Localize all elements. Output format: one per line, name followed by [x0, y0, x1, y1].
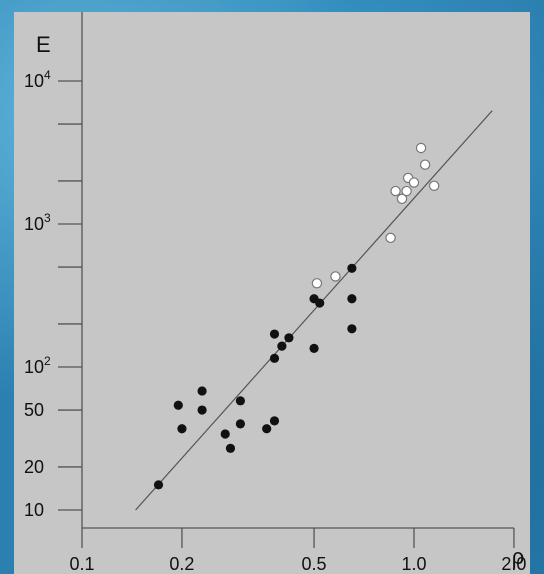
filled-point: [220, 429, 230, 439]
open-point: [408, 177, 420, 188]
filled-point: [347, 324, 357, 334]
filled-point: [269, 353, 280, 363]
filled-point: [315, 298, 325, 308]
filled-point: [269, 329, 280, 339]
fit-line: [135, 110, 493, 511]
open-point: [401, 185, 412, 197]
filled-point: [235, 396, 246, 406]
x-tick-label: 0.2: [169, 554, 194, 574]
filled-point: [177, 424, 187, 434]
filled-point: [173, 400, 183, 410]
y-tick-label: 104: [24, 68, 51, 91]
filled-point: [225, 443, 236, 453]
data-points: [153, 142, 440, 490]
filled-point: [153, 480, 164, 490]
x-tick-label: 2.0: [501, 554, 526, 574]
y-tick-label: 20: [24, 457, 44, 477]
open-point: [428, 180, 440, 191]
filled-point: [309, 343, 319, 353]
open-point: [390, 185, 401, 197]
x-axis-title: ρ: [512, 544, 525, 569]
y-axis-title: E: [36, 32, 51, 57]
filled-point: [284, 333, 294, 343]
open-point: [385, 232, 396, 244]
y-tick-label: 50: [24, 400, 44, 420]
y-tick-exponent: 4: [44, 68, 51, 82]
filled-point: [347, 294, 357, 304]
x-tick-label: 0.1: [69, 554, 94, 574]
open-point: [419, 159, 431, 170]
axes: [58, 12, 515, 548]
filled-point: [235, 419, 246, 429]
y-tick-label: 10: [24, 500, 44, 520]
y-tick-exponent: 3: [44, 211, 51, 225]
filled-point: [347, 263, 357, 273]
open-point: [311, 278, 323, 289]
scatter-chart: 10 20 50 102 103 104 0.1 0.2 0.5 1.0 2.0 Eρ: [24, 12, 526, 574]
y-tick-label: 103: [24, 211, 51, 234]
open-point: [415, 142, 427, 154]
y-tick-exponent: 2: [44, 354, 51, 368]
filled-point: [277, 341, 287, 351]
open-point: [330, 271, 341, 282]
axis-labels: 10 20 50 102 103 104 0.1 0.2 0.5 1.0 2.0 Eρ: [24, 32, 526, 574]
x-tick-label: 1.0: [401, 554, 426, 574]
filled-point: [269, 416, 280, 426]
filled-point: [197, 405, 207, 415]
y-tick-label: 102: [24, 354, 51, 377]
filled-point: [262, 424, 272, 434]
open-point: [396, 193, 408, 205]
filled-point: [197, 386, 207, 396]
fit-line-group: [135, 110, 493, 511]
x-tick-label: 0.5: [302, 554, 327, 574]
